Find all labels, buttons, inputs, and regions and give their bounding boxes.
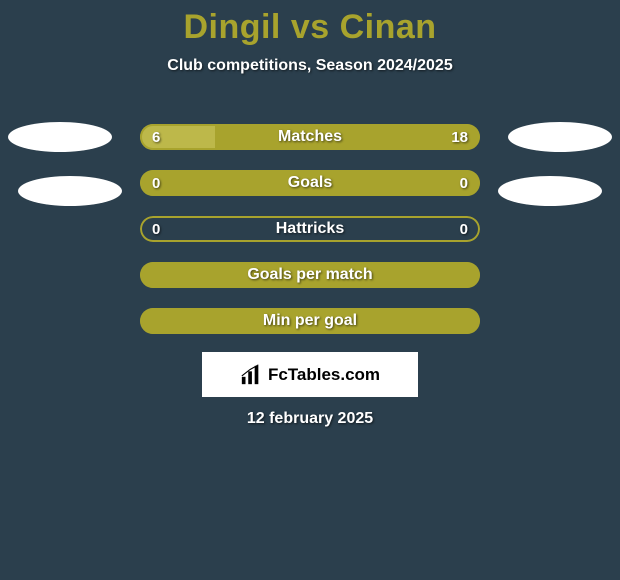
brand-badge: FcTables.com [202, 352, 418, 397]
comparison-infographic: Dingil vs Cinan Club competitions, Seaso… [0, 0, 620, 580]
bar-chart-icon [240, 364, 262, 386]
stat-label: Hattricks [140, 216, 480, 242]
stats-panel: 618Matches 00Goals 00Hattricks Goals per ma… [140, 124, 480, 334]
decoration-ellipse [18, 176, 122, 206]
brand-text: FcTables.com [268, 365, 380, 385]
stat-row: 00Hattricks [140, 216, 480, 242]
stat-label: Goals [140, 170, 480, 196]
page-title: Dingil vs Cinan [0, 0, 620, 47]
stat-label: Matches [140, 124, 480, 150]
page-subtitle: Club competitions, Season 2024/2025 [0, 57, 620, 75]
decoration-ellipse [508, 122, 612, 152]
decoration-ellipse [498, 176, 602, 206]
stat-row: Min per goal [140, 308, 480, 334]
stat-label: Min per goal [140, 308, 480, 334]
date-text: 12 february 2025 [0, 410, 620, 428]
stat-label: Goals per match [140, 262, 480, 288]
stat-row: 618Matches [140, 124, 480, 150]
stat-row: 00Goals [140, 170, 480, 196]
stat-row: Goals per match [140, 262, 480, 288]
decoration-ellipse [8, 122, 112, 152]
